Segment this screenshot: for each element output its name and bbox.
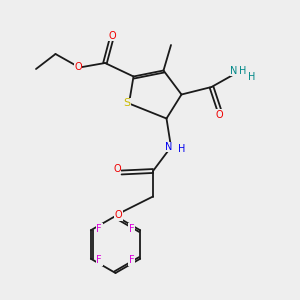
Text: O: O	[74, 62, 82, 73]
Text: F: F	[96, 255, 102, 265]
Text: O: O	[109, 31, 116, 41]
Text: N: N	[165, 142, 172, 152]
Text: F: F	[129, 255, 135, 265]
Text: H: H	[239, 65, 247, 76]
Text: O: O	[115, 210, 122, 220]
Text: H: H	[248, 71, 256, 82]
Text: O: O	[113, 164, 121, 174]
Text: H: H	[178, 143, 185, 154]
Text: F: F	[129, 224, 135, 234]
Text: F: F	[96, 224, 102, 234]
Text: N: N	[230, 65, 238, 76]
Text: S: S	[123, 98, 130, 109]
Text: O: O	[215, 110, 223, 120]
